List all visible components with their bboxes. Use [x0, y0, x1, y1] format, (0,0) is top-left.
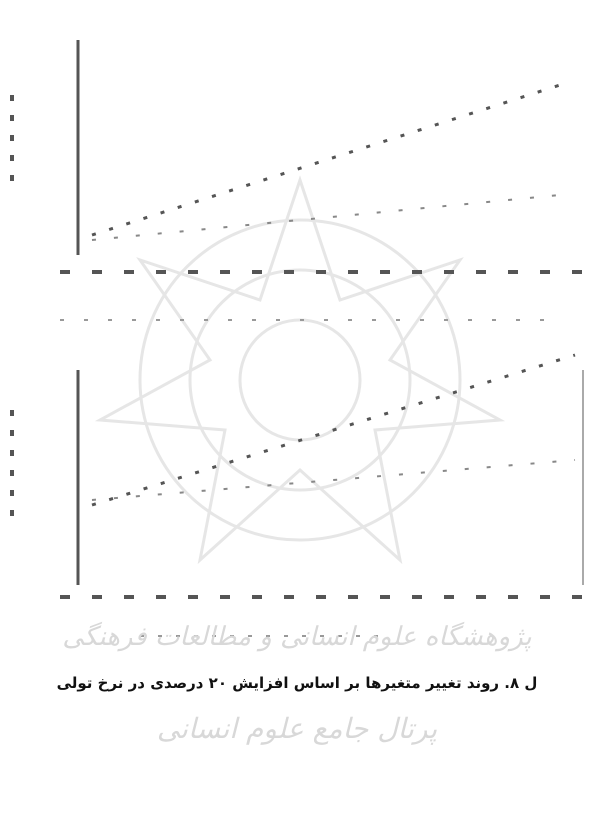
watermark-text: پرتال جامع علوم انسانی: [156, 712, 438, 745]
series-line: [91, 83, 561, 237]
watermark-text: پژوهشگاه علوم انسانی و مطالعات فرهنگی: [62, 622, 532, 652]
watermark-rosette: [94, 175, 506, 565]
lower-chart: [10, 353, 594, 637]
upper-chart: [10, 40, 594, 321]
series-line: [91, 353, 576, 507]
figure-caption: ل ۸. روند تغییر متغیرها بر اساس افزایش ۲…: [56, 674, 538, 692]
series-line: [91, 194, 561, 241]
series-line: [91, 459, 576, 501]
